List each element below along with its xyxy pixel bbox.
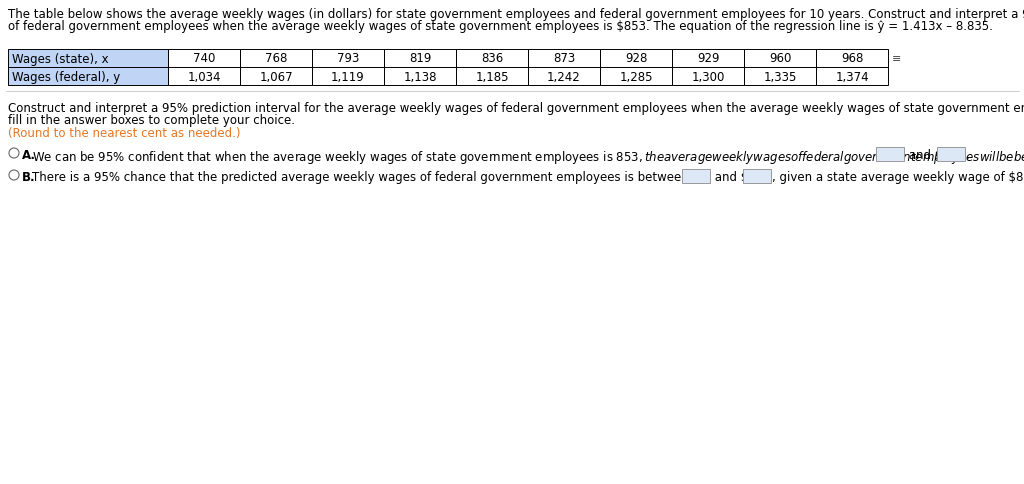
- Bar: [240, 68, 312, 86]
- Text: 960: 960: [769, 52, 792, 65]
- Text: Wages (state), x: Wages (state), x: [12, 52, 109, 65]
- Text: 740: 740: [193, 52, 215, 65]
- Text: Construct and interpret a 95% prediction interval for the average weekly wages o: Construct and interpret a 95% prediction…: [8, 102, 1024, 115]
- Text: 1,185: 1,185: [475, 70, 509, 83]
- Bar: [456, 68, 528, 86]
- Text: (Round to the nearest cent as needed.): (Round to the nearest cent as needed.): [8, 127, 241, 140]
- Bar: [528, 50, 600, 68]
- Text: 793: 793: [337, 52, 359, 65]
- Bar: [384, 50, 456, 68]
- Text: 873: 873: [553, 52, 575, 65]
- Text: 1,285: 1,285: [620, 70, 652, 83]
- Bar: [937, 148, 965, 162]
- Bar: [312, 50, 384, 68]
- Bar: [8, 68, 168, 86]
- Text: 1,067: 1,067: [259, 70, 293, 83]
- Text: 836: 836: [481, 52, 503, 65]
- Circle shape: [9, 171, 19, 181]
- Text: and $: and $: [905, 149, 942, 162]
- Bar: [600, 50, 672, 68]
- Text: 1,119: 1,119: [331, 70, 365, 83]
- Bar: [672, 68, 744, 86]
- Text: 1,300: 1,300: [691, 70, 725, 83]
- Text: 1,034: 1,034: [187, 70, 221, 83]
- Bar: [816, 50, 888, 68]
- Text: of federal government employees when the average weekly wages of state governmen: of federal government employees when the…: [8, 20, 993, 33]
- Text: A.: A.: [22, 149, 36, 162]
- Text: 968: 968: [841, 52, 863, 65]
- Text: ≡: ≡: [892, 54, 901, 64]
- Text: Wages (federal), y: Wages (federal), y: [12, 70, 120, 83]
- Text: , given a state average weekly wage of $853.: , given a state average weekly wage of $…: [772, 171, 1024, 183]
- Bar: [744, 50, 816, 68]
- Text: 1,335: 1,335: [763, 70, 797, 83]
- Text: The table below shows the average weekly wages (in dollars) for state government: The table below shows the average weekly…: [8, 8, 1024, 21]
- Bar: [876, 148, 904, 162]
- Text: and $: and $: [711, 171, 749, 183]
- Bar: [312, 68, 384, 86]
- Bar: [682, 170, 710, 183]
- Text: 1,242: 1,242: [547, 70, 581, 83]
- Bar: [744, 68, 816, 86]
- Circle shape: [9, 149, 19, 159]
- Text: fill in the answer boxes to complete your choice.: fill in the answer boxes to complete you…: [8, 114, 295, 127]
- Text: 819: 819: [409, 52, 431, 65]
- Text: B.: B.: [22, 171, 36, 183]
- Bar: [240, 50, 312, 68]
- Text: 929: 929: [696, 52, 719, 65]
- Text: 1,374: 1,374: [836, 70, 868, 83]
- Text: We can be 95% confident that when the average weekly wages of state government e: We can be 95% confident that when the av…: [32, 149, 1024, 166]
- Bar: [456, 50, 528, 68]
- Bar: [8, 50, 168, 68]
- Bar: [384, 68, 456, 86]
- Text: 768: 768: [265, 52, 287, 65]
- Text: .: .: [966, 149, 970, 162]
- Bar: [743, 170, 771, 183]
- Bar: [816, 68, 888, 86]
- Bar: [168, 50, 240, 68]
- Bar: [672, 50, 744, 68]
- Bar: [528, 68, 600, 86]
- Text: 928: 928: [625, 52, 647, 65]
- Bar: [600, 68, 672, 86]
- Text: There is a 95% chance that the predicted average weekly wages of federal governm: There is a 95% chance that the predicted…: [32, 171, 700, 183]
- Bar: [168, 68, 240, 86]
- Text: 1,138: 1,138: [403, 70, 437, 83]
